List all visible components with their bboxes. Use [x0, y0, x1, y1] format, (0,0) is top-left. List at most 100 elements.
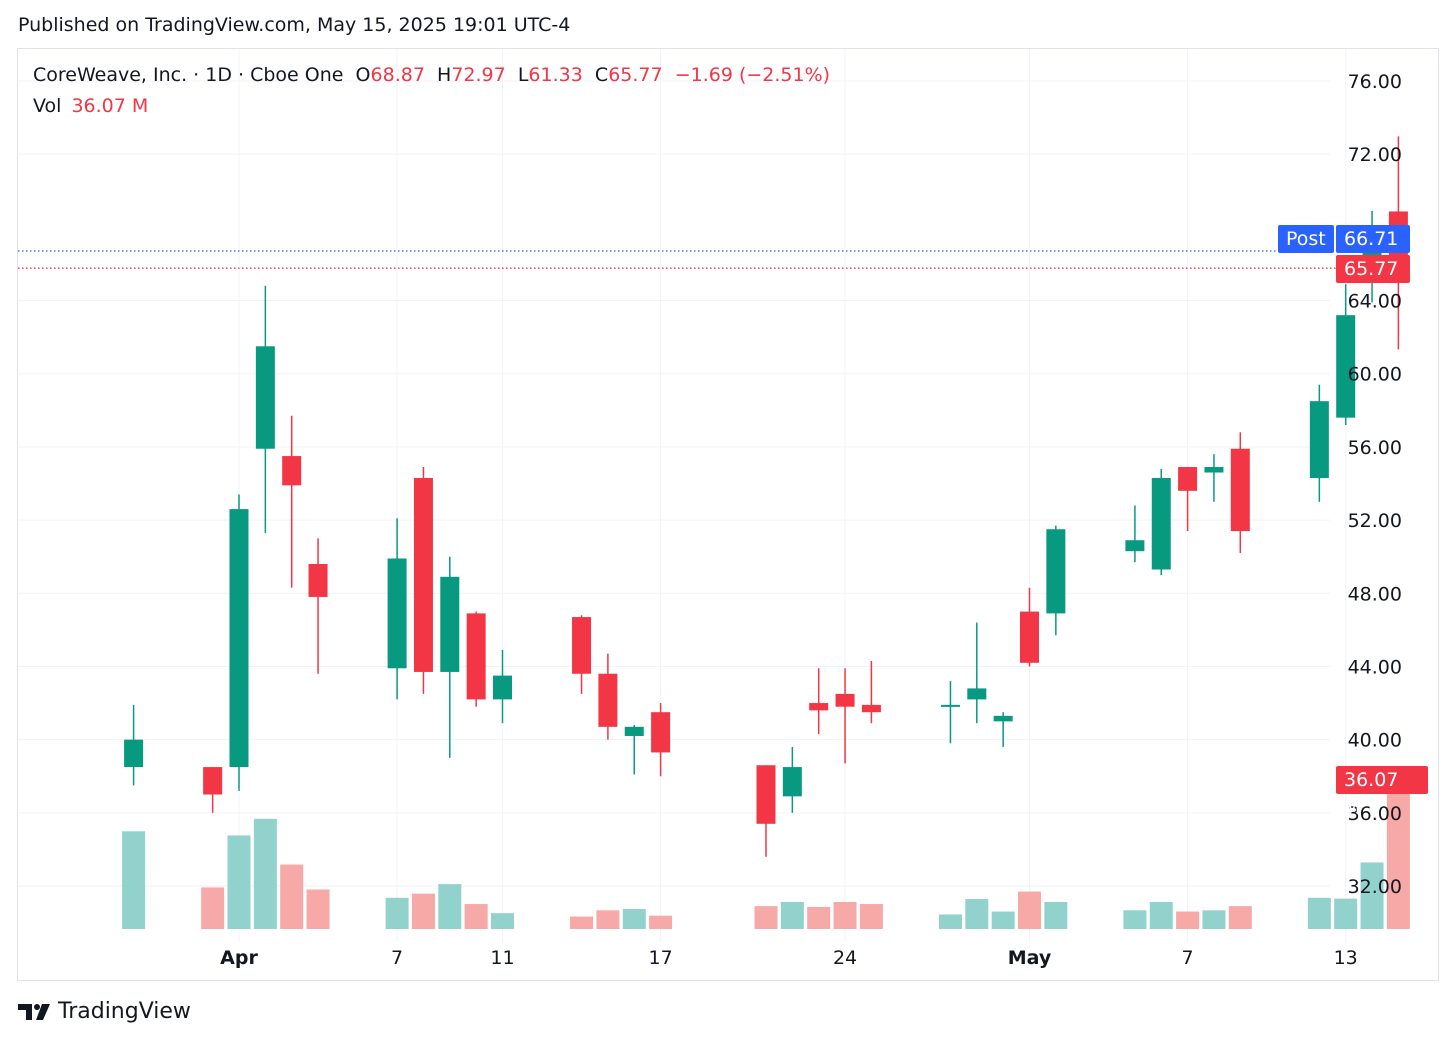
volume-bar [780, 901, 804, 929]
volume-bar [227, 835, 251, 929]
volume-bars [122, 779, 1410, 929]
candle-body [203, 767, 223, 795]
low-label: L [517, 64, 529, 86]
price-tick-label: 56.00 [1348, 437, 1402, 459]
open-value: 68.87 [370, 64, 425, 86]
footer-brand-text: TradingView [58, 999, 191, 1024]
volume-bar [622, 909, 646, 929]
post-market-price-tag: 66.71 [1336, 225, 1410, 253]
volume-bar [464, 904, 488, 929]
volume-bar [833, 901, 857, 929]
last-close-price-tag: 65.77 [1336, 255, 1410, 283]
chart-frame [17, 48, 1439, 981]
volume-bar [1176, 911, 1200, 929]
candle-body [440, 576, 460, 672]
candle-body [572, 617, 592, 674]
price-tick-label: 44.00 [1348, 656, 1402, 678]
candle-body [1204, 467, 1224, 473]
candle-body [993, 715, 1013, 722]
footer-branding[interactable]: TradingView [18, 999, 191, 1024]
high-label: H [437, 64, 452, 86]
low-value: 61.33 [528, 64, 583, 86]
candle-body [1020, 611, 1039, 663]
price-tick-label: 72.00 [1348, 144, 1402, 166]
candle-body [1178, 467, 1198, 491]
volume-bar [306, 889, 330, 929]
volume-bar [649, 915, 673, 929]
candle-body [1230, 448, 1250, 532]
candle-body [940, 704, 960, 707]
candle-body [809, 703, 829, 711]
candle-body [124, 739, 144, 768]
volume-bar [253, 818, 277, 929]
volume-bar [1386, 779, 1410, 929]
candle-body [493, 675, 512, 700]
time-tick-label: 11 [490, 947, 514, 969]
volume-bar [1202, 910, 1226, 929]
ohlc-legend: CoreWeave, Inc. · 1D · Cboe One O68.87 H… [33, 64, 830, 86]
volume-bar [807, 906, 831, 929]
volume-bar [438, 884, 462, 929]
volume-tag: 36.07 M [1336, 766, 1428, 819]
candle-body [255, 346, 275, 449]
volume-bar [1044, 901, 1068, 929]
candle-body [598, 673, 618, 727]
time-axis: Apr7111724May7131923 [220, 947, 1358, 969]
candle-body [756, 765, 776, 824]
volume-bar [1149, 901, 1173, 929]
time-tick-label: Apr [220, 947, 258, 969]
symbol-title[interactable]: CoreWeave, Inc. · 1D · Cboe One [33, 64, 344, 86]
volume-bar [491, 913, 514, 929]
close-value: 65.77 [608, 64, 663, 86]
candle-body [413, 478, 433, 672]
candle-body [308, 564, 328, 597]
price-tick-label: 40.00 [1348, 730, 1402, 752]
candle-body [229, 509, 249, 768]
candle-body [1046, 529, 1066, 614]
volume-bar [201, 887, 225, 929]
candle-body [861, 704, 881, 713]
candle-body [466, 613, 486, 700]
volume-bar [280, 864, 304, 929]
volume-bar [1123, 910, 1147, 929]
candle-body [1125, 540, 1145, 552]
candle-body [967, 688, 987, 700]
candles [124, 136, 1408, 857]
volume-value: 36.07 M [71, 95, 149, 117]
candle-body [1309, 401, 1329, 479]
time-tick-label: 17 [649, 947, 673, 969]
volume-bar [859, 904, 883, 929]
volume-legend: Vol 36.07 M [33, 95, 148, 117]
volume-bar [965, 899, 989, 929]
volume-label: Vol [33, 95, 62, 117]
time-tick-label: 24 [833, 947, 857, 969]
volume-bar [754, 906, 778, 929]
open-label: O [355, 64, 371, 86]
price-tick-label: 64.00 [1348, 291, 1402, 313]
candle-body [1151, 478, 1171, 570]
candle-body [282, 456, 302, 486]
price-tick-label: 52.00 [1348, 510, 1402, 532]
change-value: −1.69 (−2.51%) [674, 64, 831, 86]
volume-bar [1018, 891, 1041, 929]
high-value: 72.97 [451, 64, 506, 86]
time-tick-label: 7 [1182, 947, 1194, 969]
price-tick-label: 60.00 [1348, 364, 1402, 386]
candle-body [387, 558, 407, 669]
price-tick-label: 32.00 [1348, 876, 1402, 898]
candle-body [835, 693, 855, 707]
price-tick-label: 36.00 [1348, 803, 1402, 825]
price-axis: 76.00 72.00 64.00 60.00 56.00 52.00 48.00 44.00… [1348, 71, 1402, 898]
volume-bar [596, 910, 620, 929]
volume-bar [411, 893, 435, 929]
candle-body [1336, 315, 1356, 418]
volume-bar [1360, 862, 1384, 929]
time-tick-label: May [1008, 947, 1052, 969]
volume-bar [1228, 906, 1252, 929]
price-tick-label: 76.00 [1348, 71, 1402, 93]
post-market-tag: Post [1278, 225, 1334, 253]
candle-body [782, 767, 802, 797]
price-tick-label: 48.00 [1348, 583, 1402, 605]
published-caption: Published on TradingView.com, May 15, 20… [18, 14, 571, 36]
